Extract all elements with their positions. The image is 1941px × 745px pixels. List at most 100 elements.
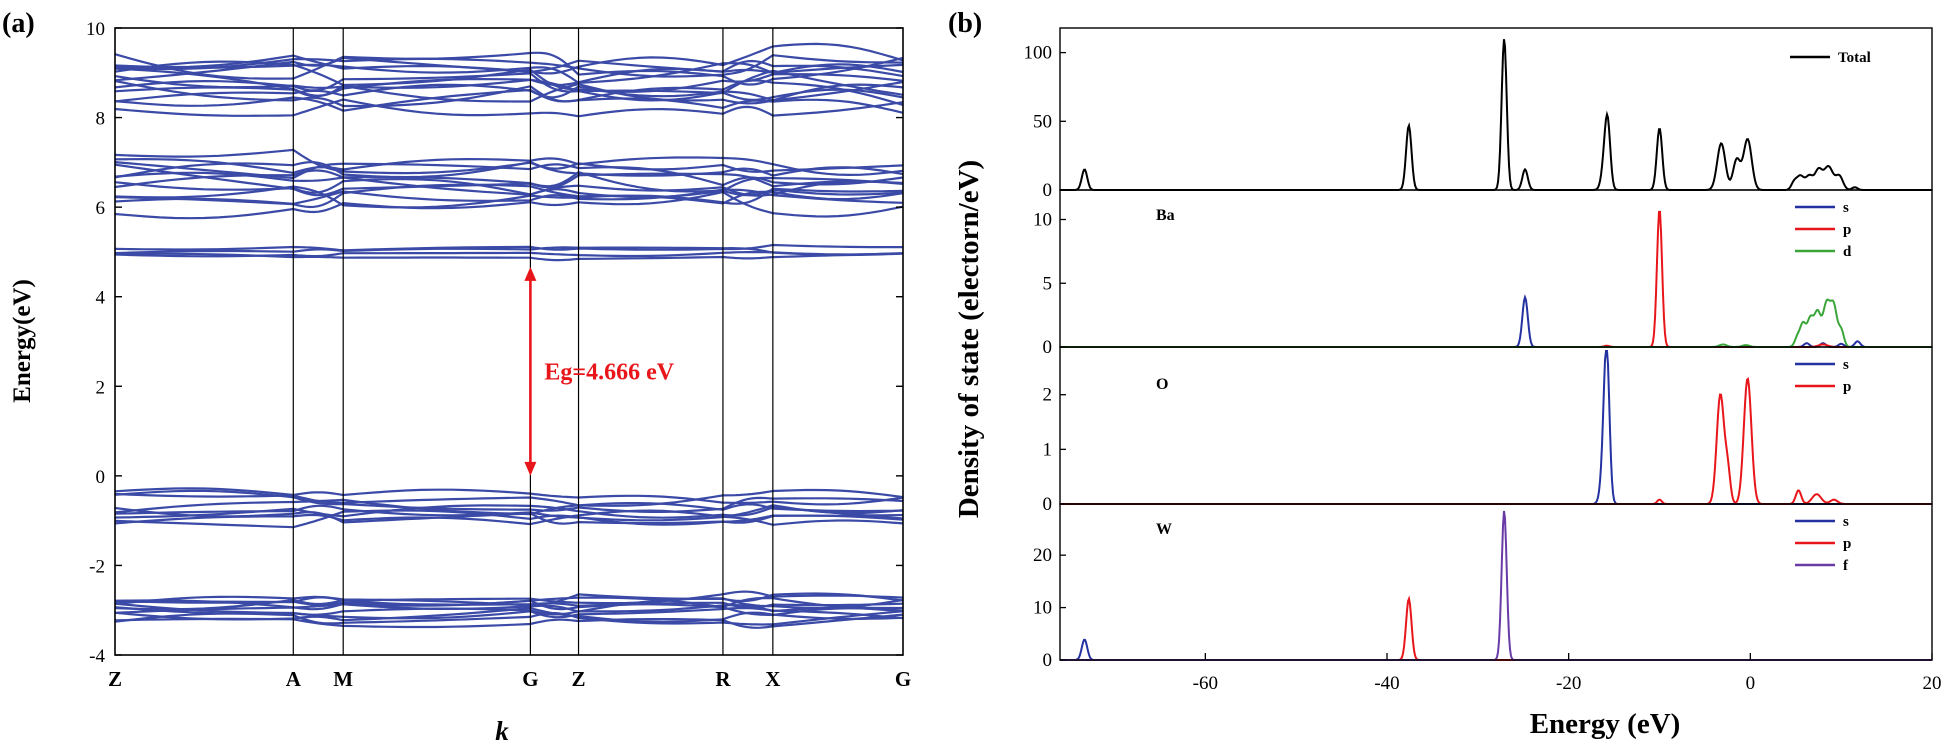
dos-atom-label: W <box>1156 521 1172 538</box>
band-line <box>114 487 904 506</box>
band-line <box>114 506 904 525</box>
band-line <box>114 56 904 82</box>
band-line <box>114 148 904 175</box>
band-line <box>114 161 904 187</box>
band-line <box>114 488 904 507</box>
band-line <box>114 190 904 220</box>
dos-y-axis-title: Density of state (electorn/eV) <box>953 160 985 518</box>
dos-curve-p <box>1060 376 1932 505</box>
band-x-axis-title: k <box>495 716 509 745</box>
panel-a-label: (a) <box>2 8 35 39</box>
band-line <box>114 602 904 616</box>
dos-x-tick-label: 0 <box>1746 673 1756 694</box>
dos-x-tick-label: 20 <box>1923 673 1941 694</box>
legend-label: d <box>1843 244 1852 260</box>
k-point-label: G <box>895 667 911 691</box>
band-line <box>114 60 904 93</box>
dos-curve-s <box>1060 293 1932 348</box>
band-line <box>114 251 904 258</box>
band-line <box>114 613 904 629</box>
legend-label: f <box>1843 558 1849 574</box>
band-y-tick-label: 8 <box>96 109 106 130</box>
dos-x-tick-label: -20 <box>1556 673 1581 694</box>
dos-panel-frame <box>1059 503 1933 661</box>
band-line <box>114 171 904 199</box>
k-point-label: M <box>333 667 353 691</box>
high-symmetry-lines <box>292 28 774 655</box>
dos-panel-frame <box>1059 346 1933 505</box>
dos-atom-label: O <box>1156 376 1168 393</box>
band-y-tick-label: 0 <box>96 467 106 488</box>
dos-y-tick-label: 0 <box>1043 650 1053 671</box>
legend-label: p <box>1843 536 1851 552</box>
band-line <box>114 504 904 522</box>
k-point-label: Z <box>572 667 586 691</box>
band-line <box>114 243 903 252</box>
dos-y-tick-label: 0 <box>1043 180 1053 201</box>
dos-panel-frame <box>1059 27 1933 191</box>
dos-x-axis: -60 -40 -20 0 20 <box>1193 653 1941 694</box>
dos-x-tick-label: -60 <box>1193 673 1218 694</box>
dos-curve-f <box>1060 510 1932 661</box>
dos-curve-d <box>1060 298 1932 348</box>
legend-label: p <box>1843 379 1851 395</box>
band-line <box>114 69 904 96</box>
dos-panel-ba: 0 5 10 Ba spd <box>1033 189 1933 358</box>
dos-atom-label: Ba <box>1156 207 1175 224</box>
legend-label: p <box>1843 222 1851 238</box>
dos-y-tick-label: 10 <box>1033 598 1052 619</box>
band-y-axis: -4 -2 0 2 4 6 8 10 <box>86 19 903 667</box>
legend-label: s <box>1843 514 1849 530</box>
k-point-label: R <box>715 667 731 691</box>
dos-y-tick-label: 5 <box>1043 273 1053 294</box>
band-gap-annotation: Eg=4.666 eV <box>524 266 675 476</box>
dos-curve-total <box>1060 39 1932 192</box>
band-y-tick-label: 4 <box>96 288 106 309</box>
band-y-axis-title: Energy(eV) <box>9 279 36 403</box>
band-line <box>114 600 904 617</box>
dos-panel-total: 0 50 100 Total <box>1024 27 1933 201</box>
band-line <box>114 599 904 611</box>
band-line <box>114 51 904 86</box>
dos-y-tick-label: 20 <box>1033 545 1052 566</box>
band-y-tick-label: 6 <box>96 198 106 219</box>
k-point-label: G <box>522 667 538 691</box>
band-line <box>114 590 904 605</box>
k-point-label: X <box>765 667 780 691</box>
dos-y-tick-label: 50 <box>1033 111 1052 132</box>
dos-y-tick-label: 0 <box>1043 494 1053 515</box>
dos-y-tick-label: 2 <box>1043 385 1053 406</box>
band-lines <box>114 42 904 629</box>
band-line <box>114 156 904 177</box>
band-gap-arrowhead <box>524 266 537 281</box>
band-line <box>114 42 904 75</box>
dos-y-tick-label: 0 <box>1043 337 1053 358</box>
dos-curve-p <box>1060 595 1932 661</box>
dos-y-tick-label: 1 <box>1043 439 1053 460</box>
band-line <box>114 509 904 526</box>
dos-y-tick-label: 100 <box>1024 43 1053 64</box>
band-line <box>114 498 904 516</box>
band-structure-chart: -4 -2 0 2 4 6 8 10 Z A M G Z R X G Eg=4.666 eV Energy(… <box>9 19 911 745</box>
dos-x-axis-title: Energy (eV) <box>1530 708 1681 740</box>
legend-label: Total <box>1838 50 1871 66</box>
band-line <box>114 61 904 85</box>
band-gap-label: Eg=4.666 eV <box>544 359 674 385</box>
band-line <box>114 246 904 257</box>
band-line <box>115 252 904 262</box>
dos-panel-w: 0 10 20 W spf <box>1033 503 1933 671</box>
dos-curve-s <box>1060 350 1932 505</box>
legend-label: s <box>1843 200 1849 216</box>
dos-y-tick-label: 10 <box>1033 210 1052 231</box>
band-y-tick-label: -2 <box>89 556 105 577</box>
k-point-label: A <box>286 667 302 691</box>
band-line <box>114 98 904 118</box>
panel-b-label: (b) <box>948 8 982 39</box>
band-line <box>114 489 904 513</box>
band-y-tick-label: 10 <box>86 19 105 40</box>
band-plot-frame <box>114 27 904 656</box>
